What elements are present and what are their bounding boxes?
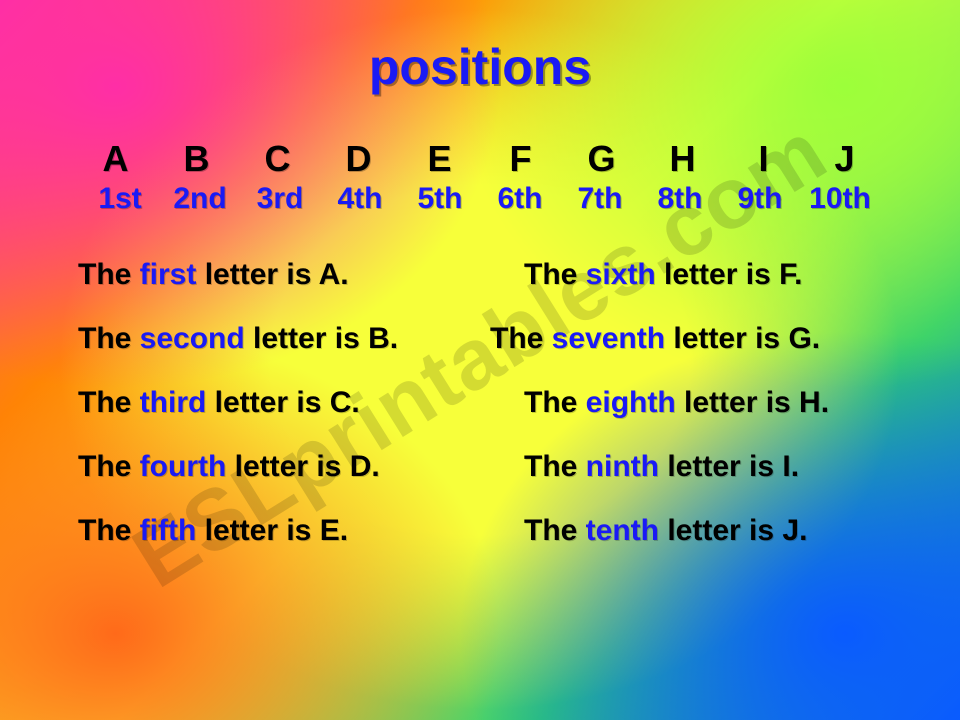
ordinal-cell: 1st — [89, 182, 151, 216]
sentence-pre: The — [524, 258, 586, 291]
sentence-pre: The — [78, 258, 140, 291]
sentence: The tenth letter is J. — [490, 514, 882, 548]
sentence-pre: The — [78, 386, 140, 419]
sentence: The seventh letter is G. — [490, 322, 882, 356]
sentence-keyword: tenth — [586, 514, 659, 547]
sentence: The fourth letter is D. — [78, 450, 470, 484]
letter-cell: B — [175, 138, 219, 180]
sentence-pre: The — [524, 514, 586, 547]
sentence: The first letter is A. — [78, 258, 470, 292]
letter-cell: G — [580, 138, 624, 180]
sentences-grid: The first letter is A. The sixth letter … — [60, 258, 900, 548]
sentence-pre: The — [78, 322, 140, 355]
slide: positions A B C D E F G H I J 1st 2nd 3r… — [0, 0, 960, 720]
sentence-keyword: fourth — [140, 450, 227, 483]
sentence-post: letter is E. — [196, 514, 348, 547]
ordinal-cell: 5th — [409, 182, 471, 216]
sentence-keyword: seventh — [552, 322, 665, 355]
sentence-pre: The — [78, 514, 140, 547]
sentence-pre: The — [78, 450, 140, 483]
sentence-keyword: second — [140, 322, 245, 355]
sentence-pre: The — [524, 450, 586, 483]
letter-cell: D — [337, 138, 381, 180]
letter-cell: E — [418, 138, 462, 180]
sentence-keyword: first — [140, 258, 197, 291]
letter-cell: H — [661, 138, 705, 180]
ordinal-cell: 2nd — [169, 182, 231, 216]
letter-cell: I — [742, 138, 786, 180]
ordinal-cell: 10th — [809, 182, 871, 216]
sentence-keyword: eighth — [586, 386, 676, 419]
sentence: The third letter is C. — [78, 386, 470, 420]
sentence-post: letter is I. — [659, 450, 799, 483]
letter-cell: A — [94, 138, 138, 180]
letter-cell: J — [823, 138, 867, 180]
ordinal-cell: 6th — [489, 182, 551, 216]
sentence-keyword: sixth — [586, 258, 656, 291]
sentence-post: letter is H. — [676, 386, 829, 419]
sentence: The fifth letter is E. — [78, 514, 470, 548]
ordinals-row: 1st 2nd 3rd 4th 5th 6th 7th 8th 9th 10th — [60, 182, 900, 216]
ordinal-cell: 8th — [649, 182, 711, 216]
sentence-post: letter is D. — [226, 450, 379, 483]
sentence: The eighth letter is H. — [490, 386, 882, 420]
page-title: positions — [60, 38, 900, 96]
sentence-keyword: ninth — [586, 450, 659, 483]
sentence-keyword: third — [140, 386, 207, 419]
sentence-post: letter is J. — [659, 514, 807, 547]
sentence-post: letter is A. — [196, 258, 348, 291]
ordinal-cell: 9th — [729, 182, 791, 216]
sentence-pre: The — [524, 386, 586, 419]
letter-cell: C — [256, 138, 300, 180]
sentence-pre: The — [490, 322, 552, 355]
sentence-post: letter is F. — [656, 258, 803, 291]
ordinal-cell: 4th — [329, 182, 391, 216]
letter-cell: F — [499, 138, 543, 180]
sentence: The ninth letter is I. — [490, 450, 882, 484]
ordinal-cell: 3rd — [249, 182, 311, 216]
sentence-keyword: fifth — [140, 514, 197, 547]
sentence: The second letter is B. — [78, 322, 470, 356]
sentence-post: letter is C. — [206, 386, 359, 419]
letters-row: A B C D E F G H I J — [60, 138, 900, 180]
ordinal-cell: 7th — [569, 182, 631, 216]
sentence-post: letter is B. — [245, 322, 398, 355]
sentence: The sixth letter is F. — [490, 258, 882, 292]
sentence-post: letter is G. — [665, 322, 820, 355]
